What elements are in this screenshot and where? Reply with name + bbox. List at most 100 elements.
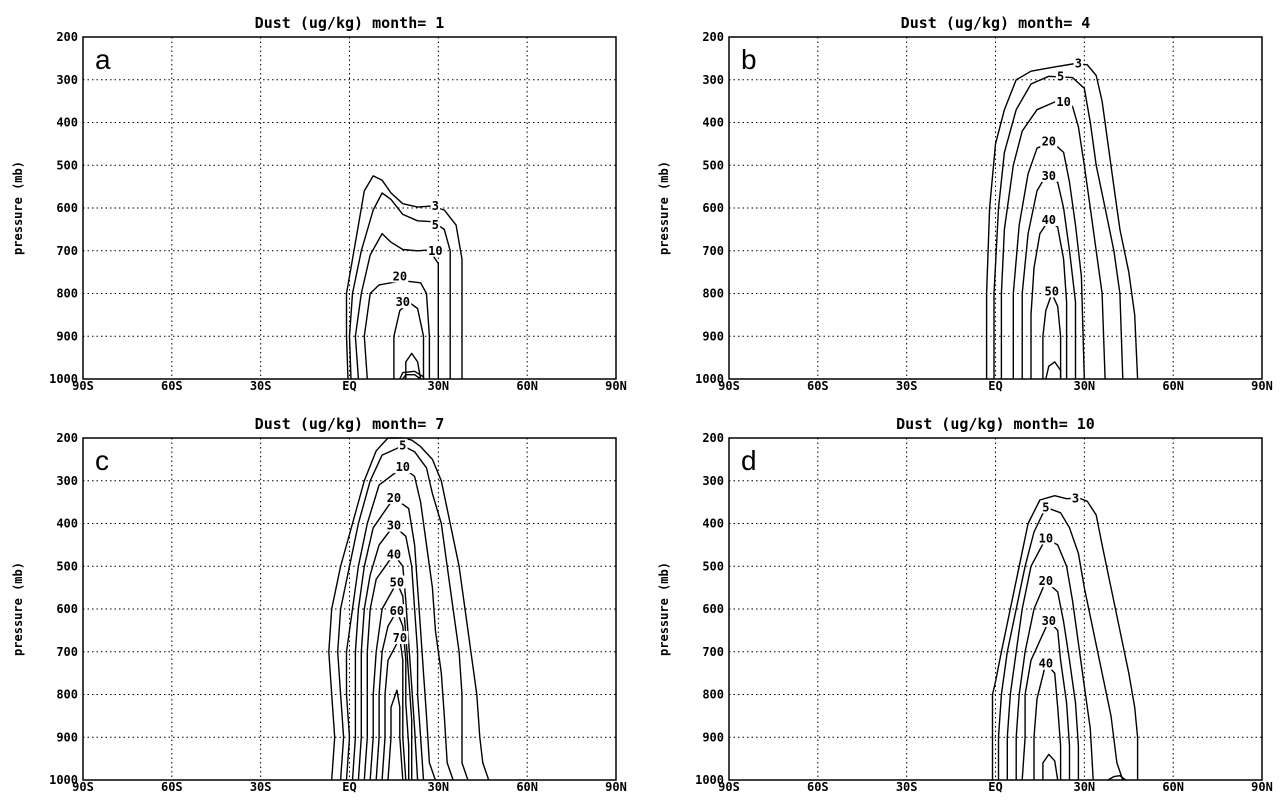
contour-label-background [1040, 134, 1058, 148]
x-tick-label: 30N [427, 379, 449, 393]
x-tick-label: 60N [516, 780, 538, 794]
contour-label-background [388, 604, 406, 618]
contour-line-3 [985, 62, 1139, 380]
contour-label: 10 [396, 460, 410, 474]
y-tick-label: 300 [56, 73, 78, 87]
contour-label: 40 [387, 547, 401, 561]
x-tick-label: 60S [161, 379, 183, 393]
contour-label-background [1037, 574, 1055, 588]
y-tick-label: 700 [702, 645, 724, 659]
x-tick-label: 60S [807, 780, 829, 794]
y-tick-label: 900 [702, 329, 724, 343]
contour-label: 3 [1072, 492, 1079, 506]
y-tick-label: 1000 [49, 372, 78, 386]
chart-panel-b: Dust (ug/kg) month= 4 35 10 20 30 40 50 90S 60S 3… [657, 14, 1273, 393]
y-tick-label: 700 [56, 645, 78, 659]
contour-label-background [1055, 69, 1066, 83]
x-tick-label: 60N [1162, 379, 1184, 393]
contour-line-5 [348, 192, 451, 380]
contour-label: 20 [1039, 574, 1053, 588]
plot-frame [728, 36, 1263, 380]
y-tick-label: 600 [56, 201, 78, 215]
chart-title: Dust (ug/kg) month= 4 [901, 14, 1091, 32]
y-tick-label: 300 [702, 474, 724, 488]
contour-label-background [1040, 168, 1058, 182]
contour-label-background [1041, 500, 1051, 514]
contour-line-40 [405, 352, 422, 380]
contour-line-5 [993, 75, 1124, 380]
x-tick-label: 30N [1073, 379, 1095, 393]
plot-frame [82, 437, 617, 781]
y-tick-label: 900 [56, 730, 78, 744]
contour-label: 30 [1042, 614, 1056, 628]
y-tick-label: 800 [702, 287, 724, 301]
x-tick-label: 90S [72, 780, 94, 794]
contour-label-background [426, 243, 444, 257]
contour-line-50 [1042, 753, 1059, 781]
x-tick-label: EQ [988, 780, 1002, 794]
y-tick-label: 900 [702, 730, 724, 744]
x-tick-label: 60N [516, 379, 538, 393]
y-axis-label: pressure (mb) [657, 562, 671, 656]
contour-label: 60 [390, 604, 404, 618]
x-tick-label: EQ [988, 379, 1002, 393]
contour-label: 20 [1042, 135, 1056, 149]
chart-panel-c: Dust (ug/kg) month= 7 5 10 20 30 40 50 60 70 90S 6… [11, 415, 627, 794]
x-tick-label: 30S [896, 379, 918, 393]
contour-label: 3 [1075, 57, 1082, 71]
y-tick-label: 400 [56, 517, 78, 531]
contour-label: 50 [390, 575, 404, 589]
contour-label: 5 [399, 439, 406, 453]
y-tick-label: 200 [56, 431, 78, 445]
x-tick-label: 90S [72, 379, 94, 393]
chart-title: Dust (ug/kg) month= 10 [896, 415, 1095, 433]
chart-panel-a: Dust (ug/kg) month= 1 3 5 10 20 30 90S 60S 30S EQ… [11, 14, 627, 393]
contour-line-3 [1107, 775, 1127, 781]
x-tick-label: 90S [718, 379, 740, 393]
chart-title: Dust (ug/kg) month= 7 [255, 415, 445, 433]
contour-label-background [1037, 656, 1055, 670]
contour-label: 40 [1039, 657, 1053, 671]
y-axis-label: pressure (mb) [657, 161, 671, 255]
contour-line-60 [1045, 361, 1062, 380]
chart-title: Dust (ug/kg) month= 1 [255, 14, 445, 32]
y-tick-label: 1000 [695, 372, 724, 386]
y-axis-label: pressure (mb) [11, 562, 25, 656]
contour-label-background [1040, 613, 1058, 627]
y-tick-label: 200 [702, 30, 724, 44]
contour-label: 50 [1045, 284, 1059, 298]
contour-label-background [391, 269, 409, 283]
contour-line-3 [345, 175, 463, 380]
contour-line-60 [402, 374, 422, 380]
y-tick-label: 200 [56, 30, 78, 44]
plot-frame [82, 36, 617, 380]
contour-line-70 [381, 637, 407, 781]
y-tick-label: 500 [702, 158, 724, 172]
contour-label: 40 [1042, 213, 1056, 227]
contour-label-background [385, 490, 403, 504]
x-tick-label: 90N [1251, 780, 1273, 794]
contour-line-30 [1021, 175, 1077, 379]
x-tick-label: 60S [807, 379, 829, 393]
contour-line-5 [337, 445, 469, 781]
contour-label-background [388, 575, 406, 589]
x-tick-label: 30N [427, 780, 449, 794]
y-tick-label: 700 [702, 244, 724, 258]
contour-label-background [385, 518, 403, 532]
y-tick-label: 600 [56, 602, 78, 616]
x-tick-label: 30S [250, 379, 272, 393]
contour-label-background [1055, 94, 1073, 108]
y-tick-label: 600 [702, 602, 724, 616]
y-axis-label: pressure (mb) [11, 161, 25, 255]
contour-label: 10 [428, 244, 442, 258]
contour-line-40 [1033, 663, 1062, 780]
contour-label-background [1037, 531, 1055, 545]
contour-label: 20 [387, 491, 401, 505]
contour-label-background [430, 198, 441, 212]
contour-label: 5 [1057, 69, 1064, 83]
contour-label-background [430, 218, 441, 232]
x-tick-label: EQ [342, 379, 356, 393]
y-tick-label: 800 [56, 287, 78, 301]
y-tick-label: 400 [702, 116, 724, 130]
